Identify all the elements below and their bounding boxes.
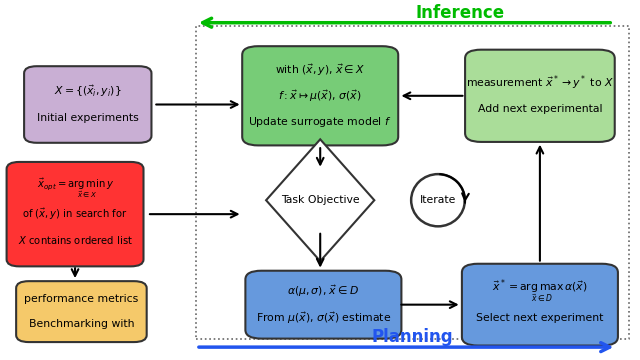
Text: measurement $\vec{x}^*\rightarrow y^*$ to $X$: measurement $\vec{x}^*\rightarrow y^*$ t…	[466, 73, 614, 92]
Text: $\vec{x}_{opt} = \underset{\vec{x}\in X}{\arg\min}\, y$: $\vec{x}_{opt} = \underset{\vec{x}\in X}…	[36, 176, 113, 200]
Text: Task Objective: Task Objective	[281, 195, 360, 205]
Text: Initial experiments: Initial experiments	[37, 113, 139, 122]
FancyBboxPatch shape	[24, 66, 152, 143]
Text: Update surrogate model $f$: Update surrogate model $f$	[248, 115, 392, 129]
FancyBboxPatch shape	[16, 281, 147, 342]
Text: with $(\vec{x}, y)$, $\vec{x}\in X$: with $(\vec{x}, y)$, $\vec{x}\in X$	[275, 62, 365, 77]
Text: performance metrics: performance metrics	[24, 294, 138, 305]
Text: From $\mu(\vec{x}),\,\sigma(\vec{x})$ estimate: From $\mu(\vec{x}),\,\sigma(\vec{x})$ es…	[256, 310, 391, 325]
Text: Iterate: Iterate	[420, 195, 456, 205]
Polygon shape	[266, 139, 374, 261]
Text: $X = \{(\vec{x}_i, y_i)\}$: $X = \{(\vec{x}_i, y_i)\}$	[54, 84, 122, 99]
Text: of $(\vec{x}, y)$ in search for: of $(\vec{x}, y)$ in search for	[22, 206, 128, 222]
Text: $f:\vec{x}\mapsto\mu(\vec{x}),\,\sigma(\vec{x})$: $f:\vec{x}\mapsto\mu(\vec{x}),\,\sigma(\…	[278, 88, 362, 104]
Text: Planning: Planning	[372, 328, 453, 346]
Text: $X$ contains ordered list: $X$ contains ordered list	[17, 234, 132, 246]
Text: $\vec{x}^* = \underset{\vec{x}\in D}{\arg\max}\,\alpha(\vec{x})$: $\vec{x}^* = \underset{\vec{x}\in D}{\ar…	[492, 278, 588, 305]
Text: Inference: Inference	[416, 4, 505, 22]
FancyBboxPatch shape	[6, 162, 143, 266]
FancyBboxPatch shape	[242, 46, 398, 145]
FancyBboxPatch shape	[462, 264, 618, 346]
Text: Select next experiment: Select next experiment	[476, 313, 604, 323]
Text: Benchmarking with: Benchmarking with	[29, 319, 134, 329]
FancyBboxPatch shape	[465, 50, 615, 142]
FancyBboxPatch shape	[245, 271, 401, 339]
Text: Add next experimental: Add next experimental	[477, 104, 602, 114]
Text: $\alpha(\mu,\sigma)$, $\vec{x}\in D$: $\alpha(\mu,\sigma)$, $\vec{x}\in D$	[287, 284, 360, 300]
